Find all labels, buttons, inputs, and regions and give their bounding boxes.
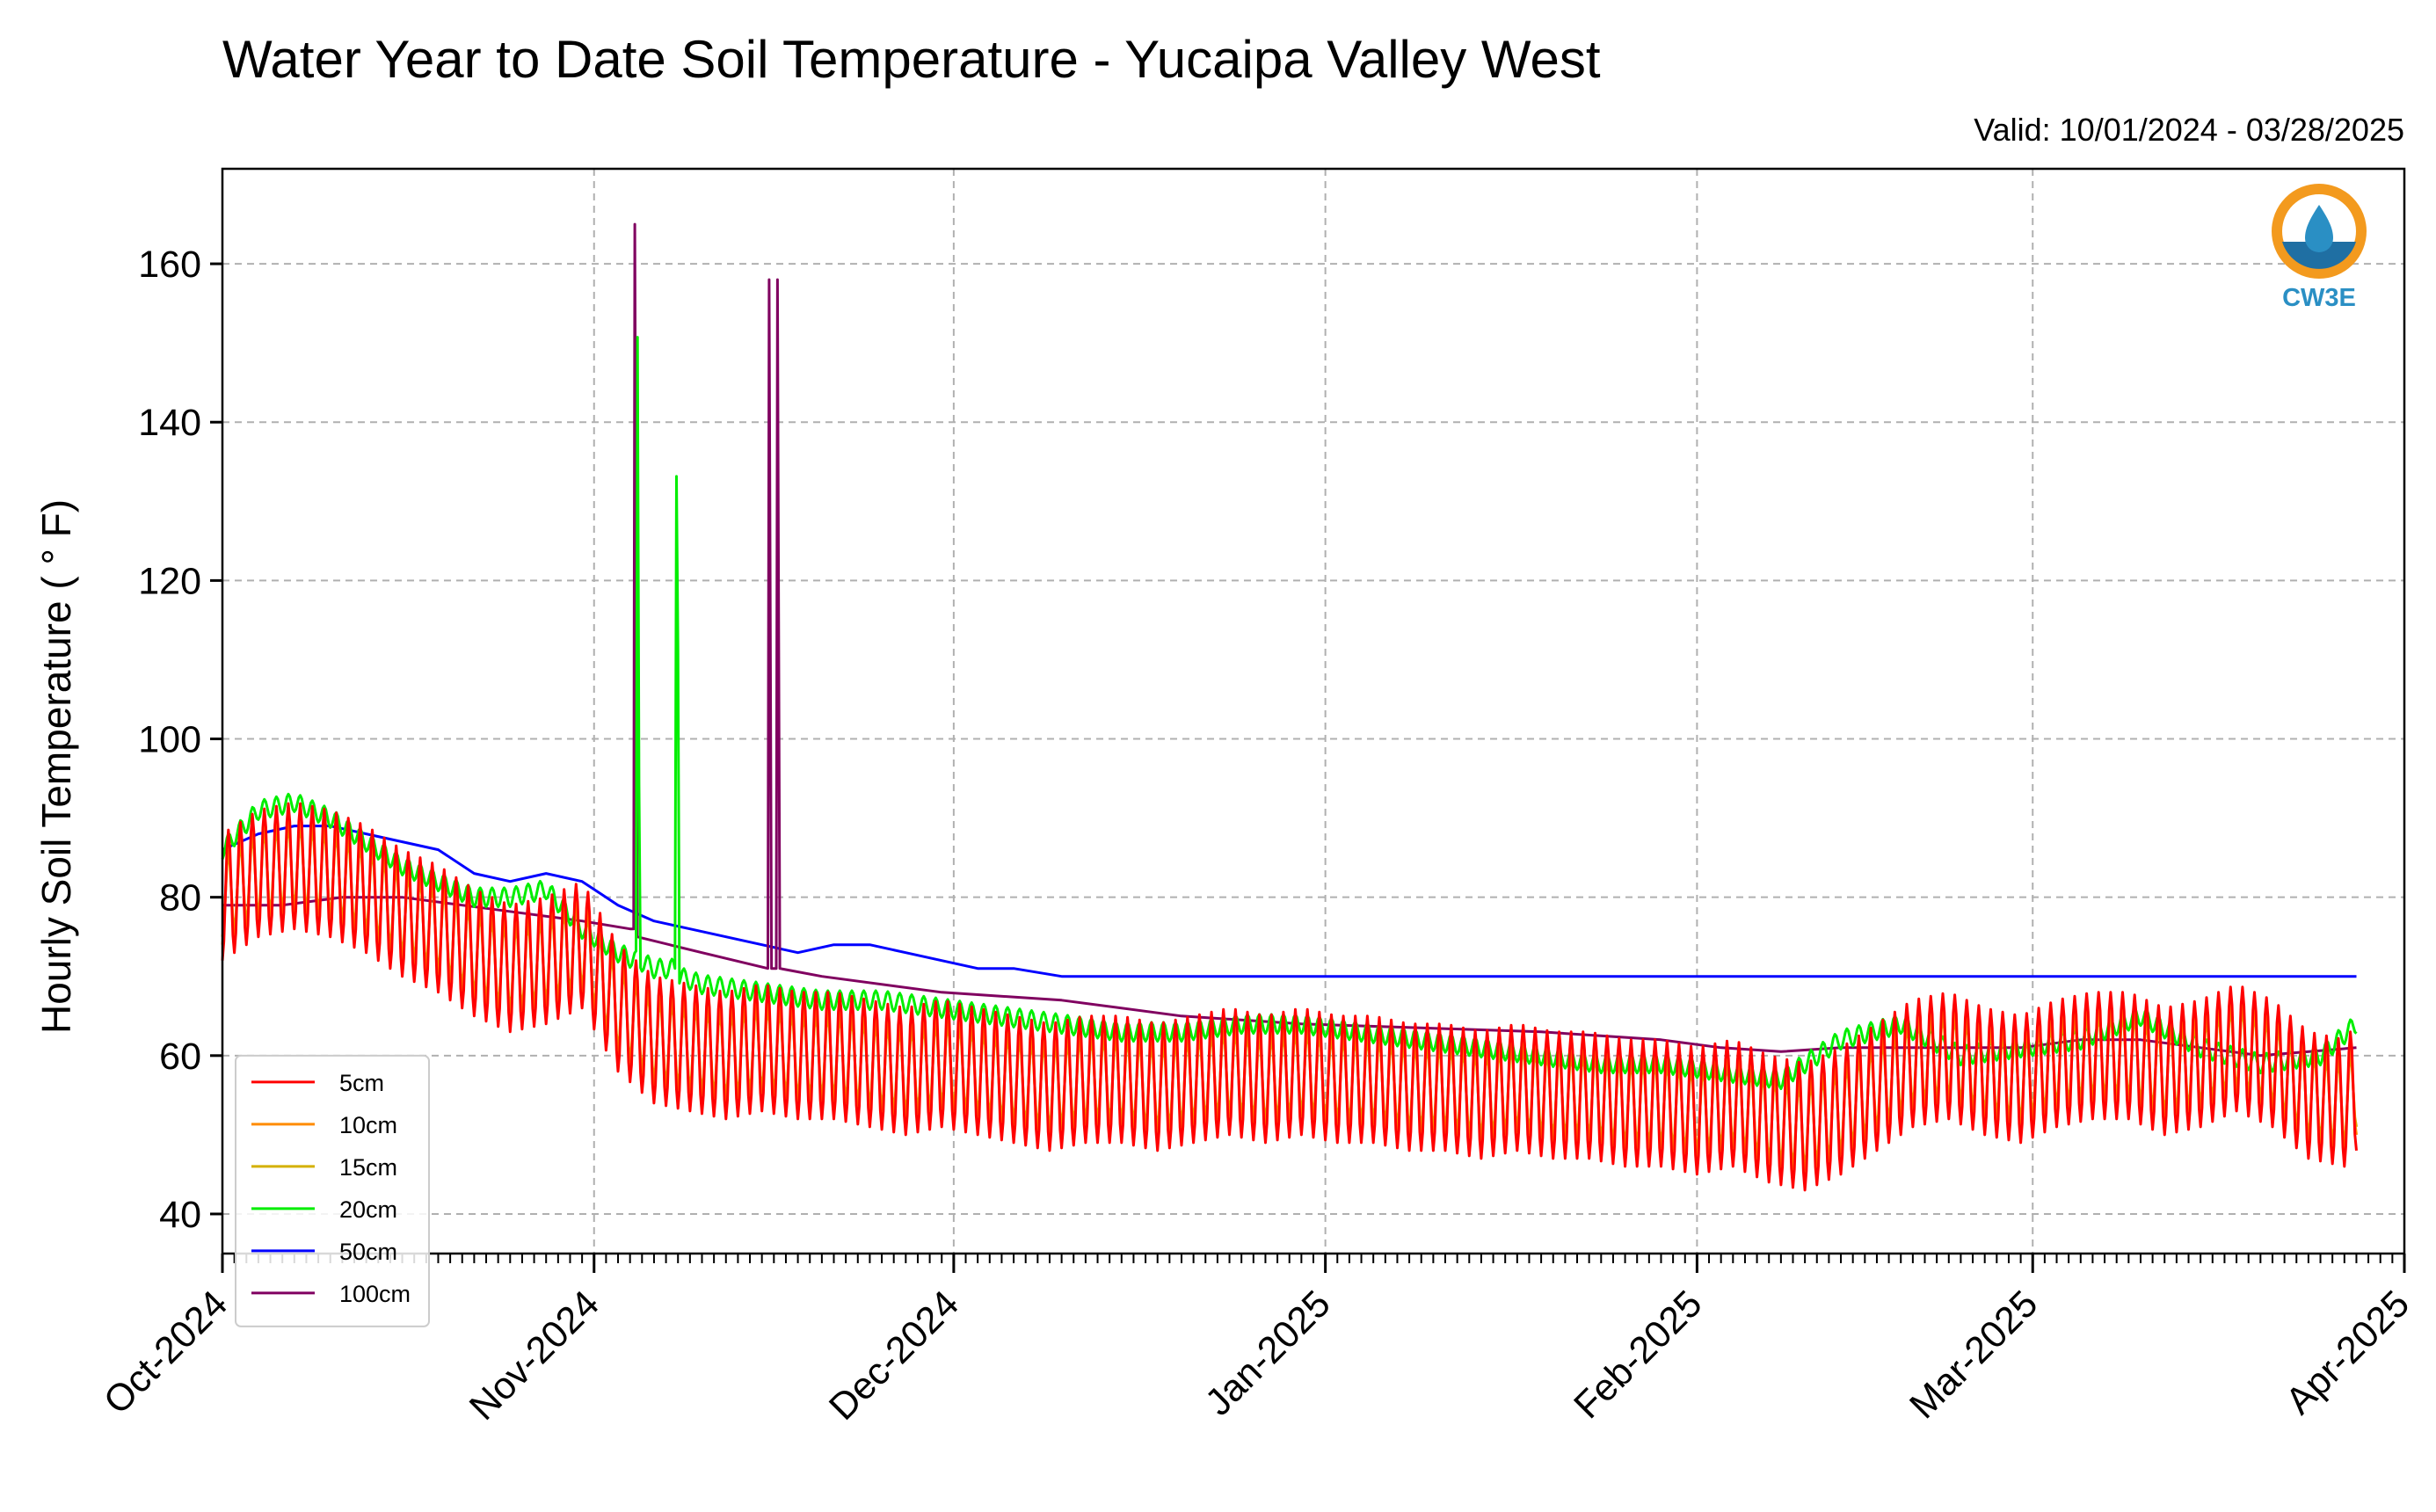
y-tick-label: 80 [159,877,201,920]
y-tick-label: 40 [159,1194,201,1236]
y-axis-label: Hourly Soil Temperature ( ° F) [33,499,79,1034]
y-tick-label: 60 [159,1036,201,1078]
y-tick-label: 100 [138,719,201,761]
x-tick-label: Mar-2025 [1902,1283,2046,1427]
x-tick-label: Oct-2024 [96,1283,236,1422]
chart-title: Water Year to Date Soil Temperature - Yu… [222,30,1601,89]
legend: 5cm 10cm 15cm 20cm 50cm 100cm [235,1054,430,1327]
valid-date-range: Valid: 10/01/2024 - 03/28/2025 [1974,112,2404,148]
legend-label: 20cm [339,1196,397,1223]
plot-area [221,167,2406,1255]
x-tick-label: Apr-2025 [2278,1283,2418,1422]
cw3e-logo: CW3E [2272,184,2367,312]
legend-label: 100cm [339,1281,411,1307]
x-tick-label: Dec-2024 [821,1283,967,1428]
logo-arc [2282,242,2356,269]
x-tick-label: Feb-2025 [1566,1283,1710,1427]
y-tick-label: 140 [138,402,201,444]
y-tick-label: 160 [138,244,201,286]
legend-label: 15cm [339,1154,397,1181]
series-layer [221,222,2358,1192]
x-tick-label: Jan-2025 [1197,1283,1339,1424]
series-line-5cm [221,802,2358,1192]
legend-label: 50cm [339,1239,397,1265]
gridlines [222,169,2404,1254]
series-line-100cm [222,222,2357,1058]
legend-label: 5cm [339,1070,384,1096]
x-tick-label: Nov-2024 [462,1283,607,1428]
logo-text: CW3E [2282,284,2356,312]
y-tick-label: 120 [138,560,201,602]
water-drop-icon [2305,205,2333,252]
legend-label: 10cm [339,1112,397,1138]
series-line-50cm [222,825,2357,978]
